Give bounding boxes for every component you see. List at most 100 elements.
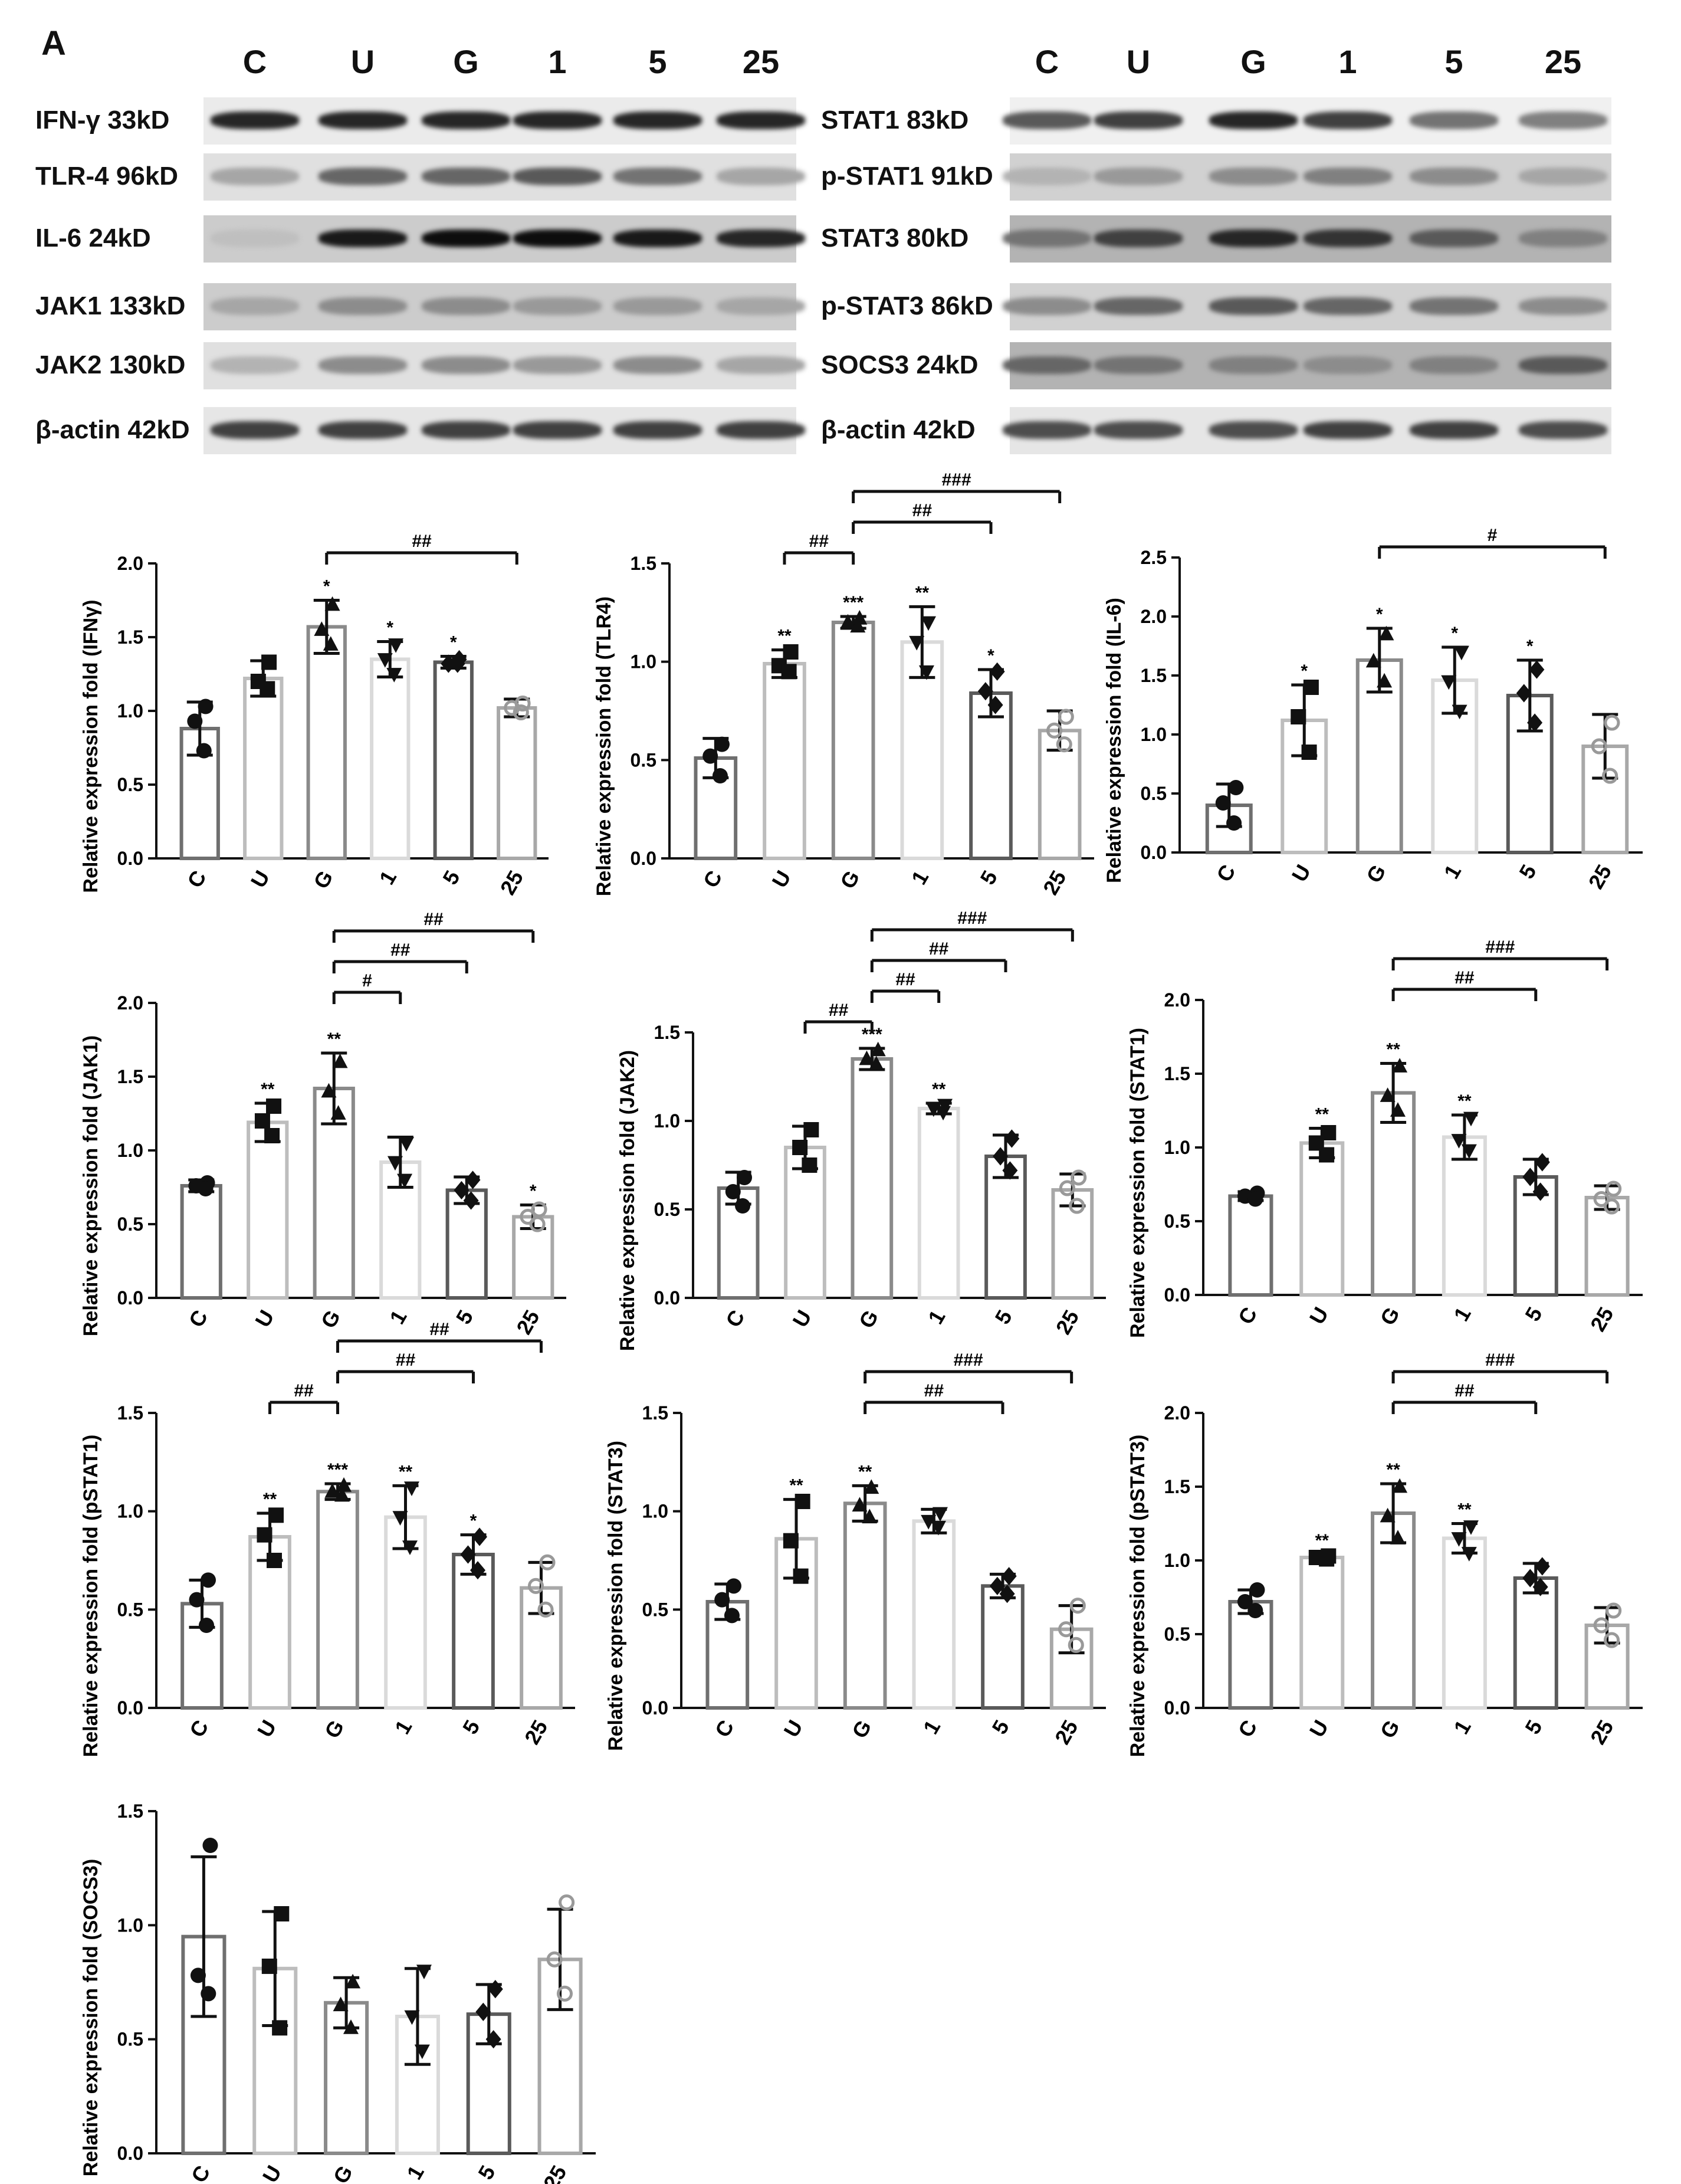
data-point xyxy=(1527,713,1543,732)
data-point xyxy=(737,1170,753,1185)
y-tick-label: 0.0 xyxy=(1141,842,1167,863)
x-tick-label: G xyxy=(316,1306,346,1333)
blot-lane-label-right: 1 xyxy=(1338,43,1357,80)
data-point xyxy=(399,1137,415,1152)
blot-band xyxy=(1094,421,1183,439)
data-point xyxy=(1319,1551,1335,1567)
significance-label: ** xyxy=(789,1476,803,1496)
data-point xyxy=(935,1106,951,1121)
y-tick-label: 1.5 xyxy=(117,1402,143,1424)
data-point xyxy=(1301,745,1317,760)
data-point xyxy=(254,1113,270,1129)
data-point xyxy=(1463,1111,1479,1127)
y-tick-label: 1.0 xyxy=(117,1140,143,1161)
bar xyxy=(851,1057,894,1300)
data-point xyxy=(264,1128,280,1143)
blot-band xyxy=(1209,297,1298,315)
data-point xyxy=(449,654,465,673)
data-point xyxy=(852,1497,868,1512)
data-point xyxy=(702,748,718,764)
y-tick-label: 1.0 xyxy=(1141,724,1167,745)
bar xyxy=(370,657,411,860)
significance-label: * xyxy=(1451,624,1458,643)
data-point xyxy=(266,1098,282,1114)
blot-band xyxy=(1304,297,1392,315)
data-point xyxy=(387,1156,403,1171)
data-point xyxy=(1603,1198,1620,1215)
data-point xyxy=(803,1122,819,1137)
blot-band xyxy=(1304,168,1392,185)
data-point xyxy=(1451,1532,1467,1547)
y-axis-label: Relative expression fold (TLR4) xyxy=(593,596,615,896)
y-tick-label: 1.0 xyxy=(642,1501,668,1522)
x-tick-label: G xyxy=(1361,861,1391,887)
data-point xyxy=(1602,768,1618,784)
data-point xyxy=(260,681,275,697)
blot-band xyxy=(513,356,602,374)
y-tick-label: 0.5 xyxy=(117,1599,143,1620)
y-tick-label: 0.5 xyxy=(117,774,143,795)
data-point xyxy=(1516,684,1532,703)
blot-band xyxy=(513,112,602,129)
data-point xyxy=(1303,680,1319,695)
data-point xyxy=(783,1533,799,1549)
blot-band xyxy=(513,229,602,247)
blot-band xyxy=(422,421,510,439)
significance-label: * xyxy=(1526,637,1534,656)
data-point xyxy=(932,1507,948,1522)
data-point xyxy=(196,743,212,759)
data-point xyxy=(189,1592,205,1608)
data-point xyxy=(272,2020,288,2036)
x-tick-label: U xyxy=(246,867,275,892)
significance-label: * xyxy=(470,1511,477,1531)
bar xyxy=(1299,1556,1345,1710)
blot-band xyxy=(717,297,805,315)
blot-lane-label-left: 5 xyxy=(648,43,667,80)
blot-band xyxy=(1304,356,1392,374)
y-tick-label: 0.5 xyxy=(1164,1624,1190,1645)
data-point xyxy=(1004,1129,1020,1148)
data-point xyxy=(1069,1198,1085,1214)
x-tick-label: G xyxy=(854,1306,884,1333)
data-point xyxy=(332,1053,348,1068)
data-point xyxy=(989,1576,1005,1595)
data-point xyxy=(388,638,404,653)
data-point xyxy=(920,616,936,631)
blot-band xyxy=(1304,112,1392,129)
y-tick-label: 0.5 xyxy=(631,749,656,770)
comparison-label: ## xyxy=(429,1320,449,1339)
blot-band xyxy=(1209,229,1298,247)
x-tick-label: 5 xyxy=(987,1716,1014,1739)
data-point xyxy=(397,1173,413,1189)
data-point xyxy=(1606,1180,1622,1197)
y-tick-label: 0.5 xyxy=(654,1199,680,1220)
data-point xyxy=(1247,1191,1263,1207)
blot-lane-label-right: 25 xyxy=(1544,43,1582,80)
data-point xyxy=(930,1520,946,1536)
x-tick-label: 25 xyxy=(1585,1716,1618,1749)
significance-label: * xyxy=(450,633,457,652)
bar xyxy=(243,677,284,860)
data-point xyxy=(1606,1602,1622,1619)
data-point xyxy=(1002,1161,1018,1180)
data-point xyxy=(909,635,925,651)
data-point xyxy=(261,654,277,670)
x-tick-label: 25 xyxy=(1050,1716,1083,1749)
bar xyxy=(433,660,474,860)
x-tick-label: U xyxy=(779,1716,807,1742)
x-tick-label: 1 xyxy=(907,867,934,889)
significance-label: ** xyxy=(327,1029,342,1049)
data-point xyxy=(201,1572,216,1588)
x-tick-label: G xyxy=(1375,1303,1404,1330)
significance-label: ** xyxy=(915,583,930,602)
x-tick-label: C xyxy=(1233,1716,1262,1742)
blot-band xyxy=(717,112,805,129)
bar xyxy=(497,706,537,860)
x-tick-label: C xyxy=(710,1716,739,1742)
comparison-label: ## xyxy=(929,939,949,959)
x-tick-label: U xyxy=(1287,861,1316,886)
significance-label: ** xyxy=(399,1462,413,1481)
data-point xyxy=(1603,1632,1620,1648)
significance-label: * xyxy=(1301,661,1308,681)
comparison-label: ## xyxy=(294,1381,314,1401)
